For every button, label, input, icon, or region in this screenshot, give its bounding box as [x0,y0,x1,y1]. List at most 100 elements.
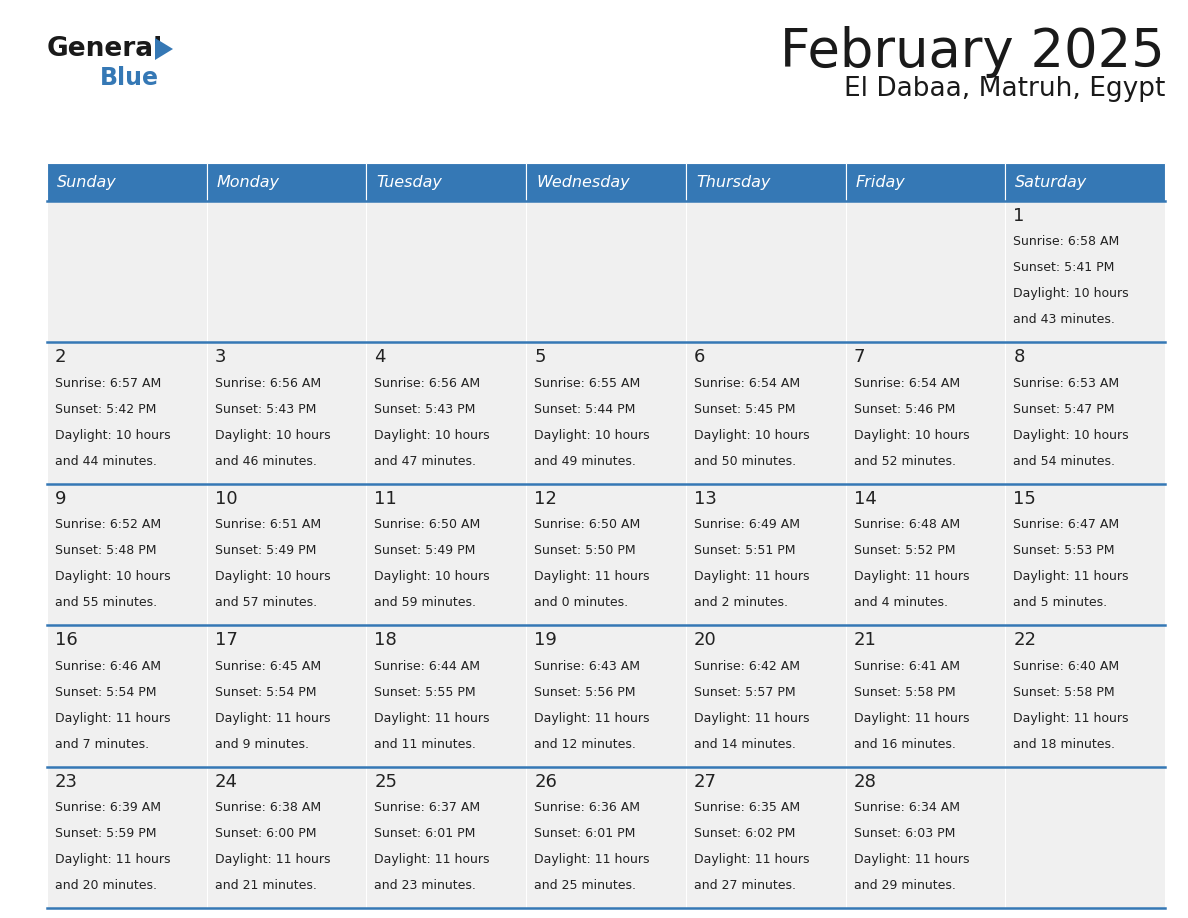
Text: Daylight: 11 hours: Daylight: 11 hours [694,711,809,724]
Bar [1005,163,1165,201]
Text: 28: 28 [853,773,877,790]
Text: Sunset: 6:02 PM: Sunset: 6:02 PM [694,827,795,840]
Bar [366,767,526,908]
Bar [48,163,207,201]
Text: Sunset: 5:43 PM: Sunset: 5:43 PM [215,403,316,416]
Text: 24: 24 [215,773,238,790]
Text: Sunrise: 6:56 AM: Sunrise: 6:56 AM [374,377,481,390]
Text: Sunrise: 6:56 AM: Sunrise: 6:56 AM [215,377,321,390]
Text: Sunrise: 6:45 AM: Sunrise: 6:45 AM [215,660,321,673]
Text: Daylight: 10 hours: Daylight: 10 hours [374,570,491,583]
Text: and 50 minutes.: and 50 minutes. [694,454,796,468]
Text: Daylight: 11 hours: Daylight: 11 hours [55,711,171,724]
Text: Sunrise: 6:57 AM: Sunrise: 6:57 AM [55,377,162,390]
Text: 20: 20 [694,632,716,649]
Text: Sunrise: 6:48 AM: Sunrise: 6:48 AM [853,519,960,532]
Bar [207,201,366,342]
Bar [207,163,366,201]
Text: 22: 22 [1013,632,1036,649]
Bar [1005,342,1165,484]
Text: and 57 minutes.: and 57 minutes. [215,596,317,610]
Text: Sunset: 5:46 PM: Sunset: 5:46 PM [853,403,955,416]
Text: 21: 21 [853,632,877,649]
Text: 18: 18 [374,632,397,649]
Bar [526,342,685,484]
Text: Sunday: Sunday [57,174,116,189]
Text: Sunset: 5:49 PM: Sunset: 5:49 PM [374,544,476,557]
Text: and 21 minutes.: and 21 minutes. [215,879,316,892]
Text: Sunrise: 6:44 AM: Sunrise: 6:44 AM [374,660,480,673]
Text: 23: 23 [55,773,78,790]
Text: Daylight: 11 hours: Daylight: 11 hours [1013,570,1129,583]
Text: 19: 19 [535,632,557,649]
Text: 13: 13 [694,490,716,508]
Bar [846,163,1005,201]
Bar [526,201,685,342]
Text: Sunset: 5:41 PM: Sunset: 5:41 PM [1013,262,1114,274]
Text: Daylight: 11 hours: Daylight: 11 hours [535,711,650,724]
Bar [366,201,526,342]
Bar [846,201,1005,342]
Text: Friday: Friday [855,174,905,189]
Bar [685,767,846,908]
Text: Daylight: 11 hours: Daylight: 11 hours [853,711,969,724]
Text: 25: 25 [374,773,398,790]
Text: Sunrise: 6:55 AM: Sunrise: 6:55 AM [535,377,640,390]
Text: Daylight: 10 hours: Daylight: 10 hours [535,429,650,442]
Text: and 55 minutes.: and 55 minutes. [55,596,157,610]
Bar [366,484,526,625]
Bar [526,163,685,201]
Text: Sunrise: 6:38 AM: Sunrise: 6:38 AM [215,801,321,814]
Text: General: General [48,36,163,62]
Text: and 25 minutes.: and 25 minutes. [535,879,636,892]
Text: and 9 minutes.: and 9 minutes. [215,737,309,751]
Bar [526,625,685,767]
Text: and 16 minutes.: and 16 minutes. [853,737,955,751]
Text: Sunset: 5:42 PM: Sunset: 5:42 PM [55,403,157,416]
Text: and 0 minutes.: and 0 minutes. [535,596,628,610]
Bar [846,484,1005,625]
Text: Daylight: 11 hours: Daylight: 11 hours [215,853,330,866]
Text: Sunset: 5:47 PM: Sunset: 5:47 PM [1013,403,1114,416]
Bar [846,625,1005,767]
Text: Sunrise: 6:35 AM: Sunrise: 6:35 AM [694,801,800,814]
Text: Sunrise: 6:51 AM: Sunrise: 6:51 AM [215,519,321,532]
Text: Sunset: 5:58 PM: Sunset: 5:58 PM [1013,686,1114,699]
Text: Sunset: 5:50 PM: Sunset: 5:50 PM [535,544,636,557]
Text: Sunrise: 6:39 AM: Sunrise: 6:39 AM [55,801,162,814]
Text: and 14 minutes.: and 14 minutes. [694,737,796,751]
Text: and 46 minutes.: and 46 minutes. [215,454,316,468]
Text: Daylight: 11 hours: Daylight: 11 hours [374,711,489,724]
Bar [1005,201,1165,342]
Bar [48,342,207,484]
Text: Daylight: 11 hours: Daylight: 11 hours [694,570,809,583]
Text: Sunrise: 6:58 AM: Sunrise: 6:58 AM [1013,235,1119,249]
Text: Sunset: 5:54 PM: Sunset: 5:54 PM [215,686,316,699]
Text: and 2 minutes.: and 2 minutes. [694,596,788,610]
Text: Sunset: 5:49 PM: Sunset: 5:49 PM [215,544,316,557]
Text: 1: 1 [1013,207,1025,225]
Text: and 18 minutes.: and 18 minutes. [1013,737,1116,751]
Bar [526,484,685,625]
Text: El Dabaa, Matruh, Egypt: El Dabaa, Matruh, Egypt [843,76,1165,102]
Bar [48,484,207,625]
Text: 15: 15 [1013,490,1036,508]
Text: 17: 17 [215,632,238,649]
Text: Daylight: 11 hours: Daylight: 11 hours [853,853,969,866]
Text: Sunrise: 6:43 AM: Sunrise: 6:43 AM [535,660,640,673]
Text: Sunrise: 6:49 AM: Sunrise: 6:49 AM [694,519,800,532]
Text: Sunset: 6:03 PM: Sunset: 6:03 PM [853,827,955,840]
Bar [48,625,207,767]
Text: Sunrise: 6:54 AM: Sunrise: 6:54 AM [694,377,800,390]
Text: Sunrise: 6:46 AM: Sunrise: 6:46 AM [55,660,162,673]
Text: Sunset: 6:00 PM: Sunset: 6:00 PM [215,827,316,840]
Bar [366,163,526,201]
Text: 8: 8 [1013,349,1025,366]
Text: 7: 7 [853,349,865,366]
Text: Sunrise: 6:54 AM: Sunrise: 6:54 AM [853,377,960,390]
Bar [685,484,846,625]
Bar [48,201,207,342]
Text: 12: 12 [535,490,557,508]
Text: Daylight: 10 hours: Daylight: 10 hours [853,429,969,442]
Text: Sunset: 5:57 PM: Sunset: 5:57 PM [694,686,796,699]
